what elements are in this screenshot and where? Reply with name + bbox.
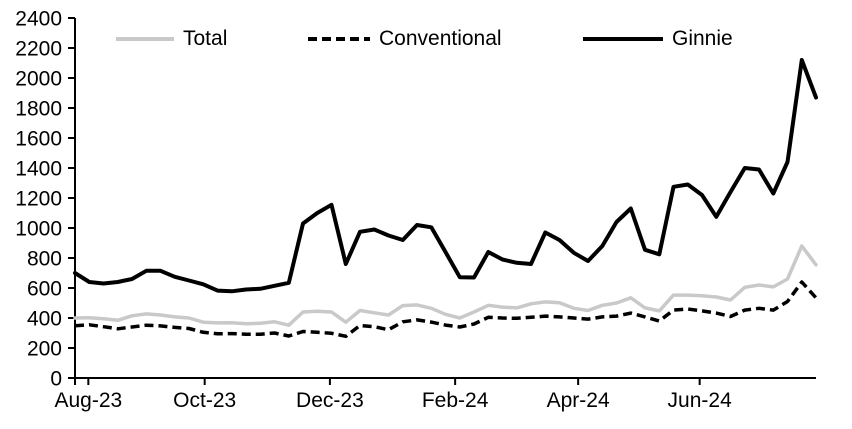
y-tick-label: 400 bbox=[27, 308, 62, 331]
legend-swatch-ginnie bbox=[583, 36, 663, 41]
series-line-total bbox=[73, 244, 818, 327]
series-line-ginnie bbox=[73, 58, 818, 294]
y-tick-label: 1600 bbox=[15, 128, 62, 151]
x-tick-label: Aug-23 bbox=[54, 389, 122, 412]
y-tick-label: 1400 bbox=[15, 158, 62, 181]
y-tick-label: 2000 bbox=[15, 68, 62, 91]
y-tick-label: 600 bbox=[27, 278, 62, 301]
x-tick-label: Jun-24 bbox=[668, 389, 733, 412]
y-tick-label: 0 bbox=[50, 368, 62, 391]
legend-label-ginnie: Ginnie bbox=[672, 27, 733, 50]
legend-label-total: Total bbox=[183, 27, 228, 50]
legend-swatch-conventional bbox=[308, 36, 370, 41]
x-tick-label: Apr-24 bbox=[547, 389, 610, 412]
y-tick-label: 2400 bbox=[15, 8, 62, 31]
x-tick-label: Oct-23 bbox=[173, 389, 236, 412]
y-tick-label: 200 bbox=[27, 338, 62, 361]
y-tick-label: 800 bbox=[27, 248, 62, 271]
y-tick-label: 1200 bbox=[15, 188, 62, 211]
y-tick-label: 2200 bbox=[15, 38, 62, 61]
y-tick-label: 1800 bbox=[15, 98, 62, 121]
legend-swatch-total bbox=[116, 36, 174, 41]
legend-item-total: Total bbox=[116, 28, 227, 49]
legend-item-conventional: Conventional bbox=[308, 28, 502, 49]
series-line-conventional bbox=[74, 280, 818, 339]
x-tick-label: Feb-24 bbox=[422, 389, 489, 412]
y-tick-label: 1000 bbox=[15, 218, 62, 241]
legend-item-ginnie: Ginnie bbox=[583, 28, 733, 49]
legend-label-conventional: Conventional bbox=[379, 27, 502, 50]
x-tick-label: Dec-23 bbox=[296, 389, 364, 412]
